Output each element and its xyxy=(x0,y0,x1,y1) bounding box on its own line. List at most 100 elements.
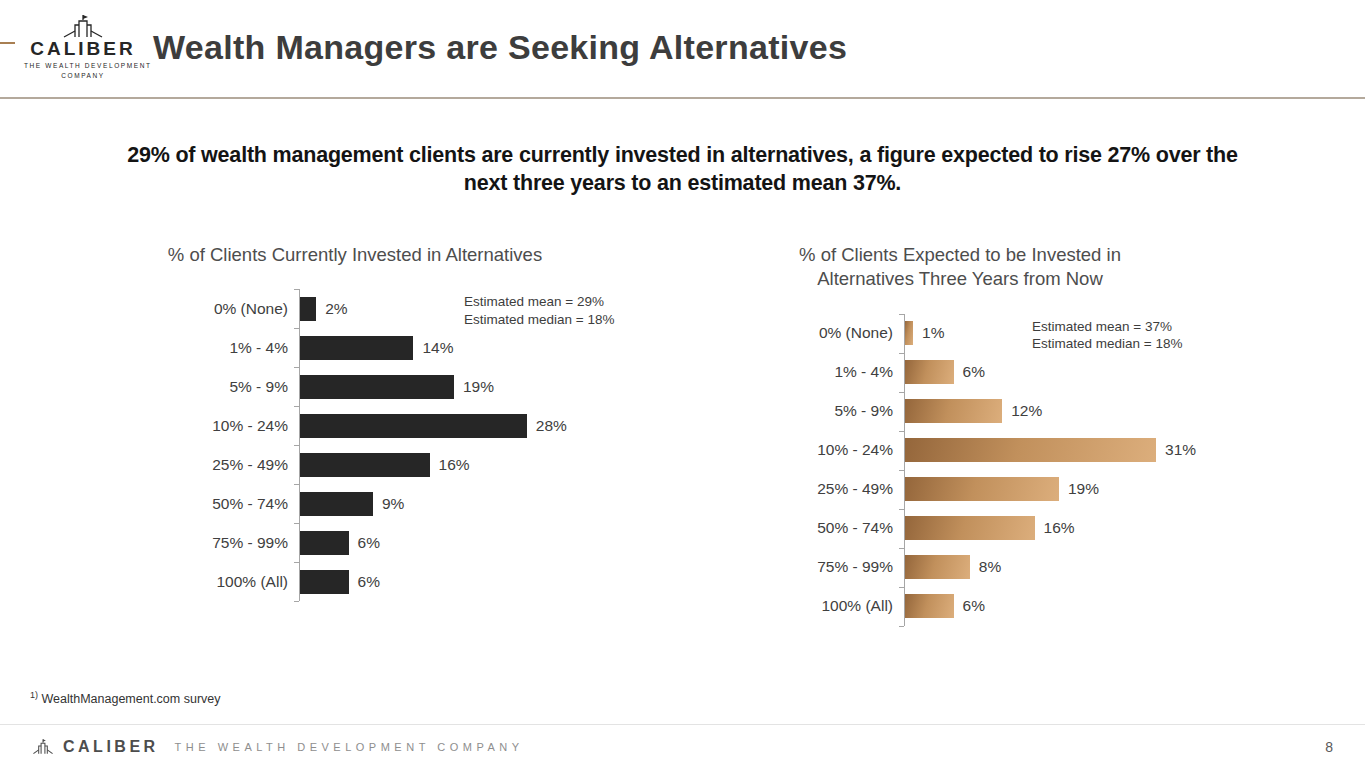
axis-tick xyxy=(899,314,904,315)
chart-row: 5% - 9% 19% xyxy=(100,367,610,406)
bar-track: 28% xyxy=(299,406,610,445)
header-accent-dash xyxy=(0,42,15,44)
estimated-median-label: Estimated median = 18% xyxy=(464,311,614,329)
bar xyxy=(300,531,349,555)
category-label: 100% (All) xyxy=(100,573,299,591)
bar-track: 6% xyxy=(299,523,610,562)
value-label: 2% xyxy=(325,300,347,318)
bar xyxy=(905,555,970,579)
chart-row: 50% - 74% 9% xyxy=(100,484,610,523)
presentation-slide: CALIBER THE WEALTH DEVELOPMENT COMPANY W… xyxy=(0,0,1365,768)
chart-annotation: Estimated mean = 29% Estimated median = … xyxy=(464,293,614,328)
chart-row: 100% (All) 6% xyxy=(100,562,610,601)
value-label: 8% xyxy=(979,558,1001,576)
bar xyxy=(905,438,1156,462)
bar xyxy=(905,594,954,618)
footer-tagline: THE WEALTH DEVELOPMENT COMPANY xyxy=(175,741,524,753)
value-label: 1% xyxy=(922,324,944,342)
category-label: 75% - 99% xyxy=(100,534,299,552)
bar xyxy=(905,321,913,345)
category-label: 50% - 74% xyxy=(705,519,904,537)
bar xyxy=(300,453,430,477)
chart-row: 5% - 9%12% xyxy=(705,392,1215,431)
bar xyxy=(300,414,527,438)
bar-track: 16% xyxy=(299,445,610,484)
axis-tick xyxy=(294,562,299,563)
bar-track: 12% xyxy=(904,392,1215,431)
value-label: 28% xyxy=(536,417,567,435)
axis-tick xyxy=(899,392,904,393)
chart-row: 50% - 74% 16% xyxy=(705,509,1215,548)
chart-annotation: Estimated mean = 37% Estimated median = … xyxy=(1032,318,1182,353)
value-label: 14% xyxy=(422,339,453,357)
bar-track: 14% xyxy=(299,328,610,367)
axis-tick xyxy=(899,548,904,549)
value-label: 16% xyxy=(439,456,470,474)
bar xyxy=(905,516,1035,540)
value-label: 31% xyxy=(1165,441,1196,459)
caliber-logo: CALIBER THE WEALTH DEVELOPMENT COMPANY xyxy=(24,14,142,81)
chart-row: 1% - 4% 6% xyxy=(705,353,1215,392)
bar-track: 19% xyxy=(904,470,1215,509)
bar-track: 6% xyxy=(904,587,1215,626)
bar xyxy=(300,492,373,516)
value-label: 6% xyxy=(963,597,985,615)
axis-tick xyxy=(294,445,299,446)
value-label: 12% xyxy=(1011,402,1042,420)
bar xyxy=(300,336,413,360)
category-label: 100% (All) xyxy=(705,597,904,615)
chart-row: 25% - 49% 19% xyxy=(705,470,1215,509)
logo-tagline: THE WEALTH DEVELOPMENT COMPANY xyxy=(24,61,142,81)
value-label: 6% xyxy=(963,363,985,381)
chart-plot-area: 0% (None)1%1% - 4%6%5% - 9%12%10% - 24%3… xyxy=(705,314,1215,626)
axis-tick xyxy=(294,406,299,407)
category-label: 1% - 4% xyxy=(100,339,299,357)
header-divider xyxy=(0,97,1365,99)
footnote-marker: 1) xyxy=(30,690,38,700)
category-label: 10% - 24% xyxy=(705,441,904,459)
axis-tick xyxy=(899,470,904,471)
chart-current-invested: % of Clients Currently Invested in Alter… xyxy=(100,243,610,601)
estimated-median-label: Estimated median = 18% xyxy=(1032,335,1182,353)
category-label: 25% - 49% xyxy=(100,456,299,474)
estimated-mean-label: Estimated mean = 37% xyxy=(1032,318,1182,336)
value-label: 9% xyxy=(382,495,404,513)
category-label: 25% - 49% xyxy=(705,480,904,498)
axis-tick xyxy=(294,367,299,368)
page-number: 8 xyxy=(1325,739,1333,755)
category-label: 1% - 4% xyxy=(705,363,904,381)
chart-plot-area: 0% (None)2%1% - 4%14%5% - 9%19%10% - 24%… xyxy=(100,289,610,601)
bar xyxy=(905,360,954,384)
bar-track: 19% xyxy=(299,367,610,406)
bar-track: 31% xyxy=(904,431,1215,470)
category-label: 5% - 9% xyxy=(100,378,299,396)
value-label: 19% xyxy=(463,378,494,396)
value-label: 6% xyxy=(358,573,380,591)
bar-track: 6% xyxy=(299,562,610,601)
chart-expected-invested: % of Clients Expected to be Invested in … xyxy=(705,243,1215,626)
slide-title: Wealth Managers are Seeking Alternatives xyxy=(153,28,847,67)
axis-tick xyxy=(294,328,299,329)
value-label: 16% xyxy=(1044,519,1075,537)
chart-row: 10% - 24% 28% xyxy=(100,406,610,445)
value-label: 19% xyxy=(1068,480,1099,498)
bar xyxy=(300,570,349,594)
logo-tagline-line2: COMPANY xyxy=(24,71,142,81)
category-label: 10% - 24% xyxy=(100,417,299,435)
category-label: 50% - 74% xyxy=(100,495,299,513)
axis-tick xyxy=(899,353,904,354)
logo-tagline-line1: THE WEALTH DEVELOPMENT xyxy=(24,61,142,71)
chart-row: 10% - 24% 31% xyxy=(705,431,1215,470)
axis-tick xyxy=(899,626,904,627)
footer-brand: CALIBER xyxy=(63,738,159,756)
bar-track: 9% xyxy=(299,484,610,523)
caliber-building-icon xyxy=(60,14,106,38)
bar xyxy=(905,399,1002,423)
chart-bars: 0% (None)2%1% - 4%14%5% - 9%19%10% - 24%… xyxy=(100,289,610,601)
slide-subtitle: 29% of wealth management clients are cur… xyxy=(108,141,1258,198)
chart-bars: 0% (None)1%1% - 4%6%5% - 9%12%10% - 24%3… xyxy=(705,314,1215,626)
bar-track: 8% xyxy=(904,548,1215,587)
estimated-mean-label: Estimated mean = 29% xyxy=(464,293,614,311)
bar xyxy=(905,477,1059,501)
category-label: 75% - 99% xyxy=(705,558,904,576)
